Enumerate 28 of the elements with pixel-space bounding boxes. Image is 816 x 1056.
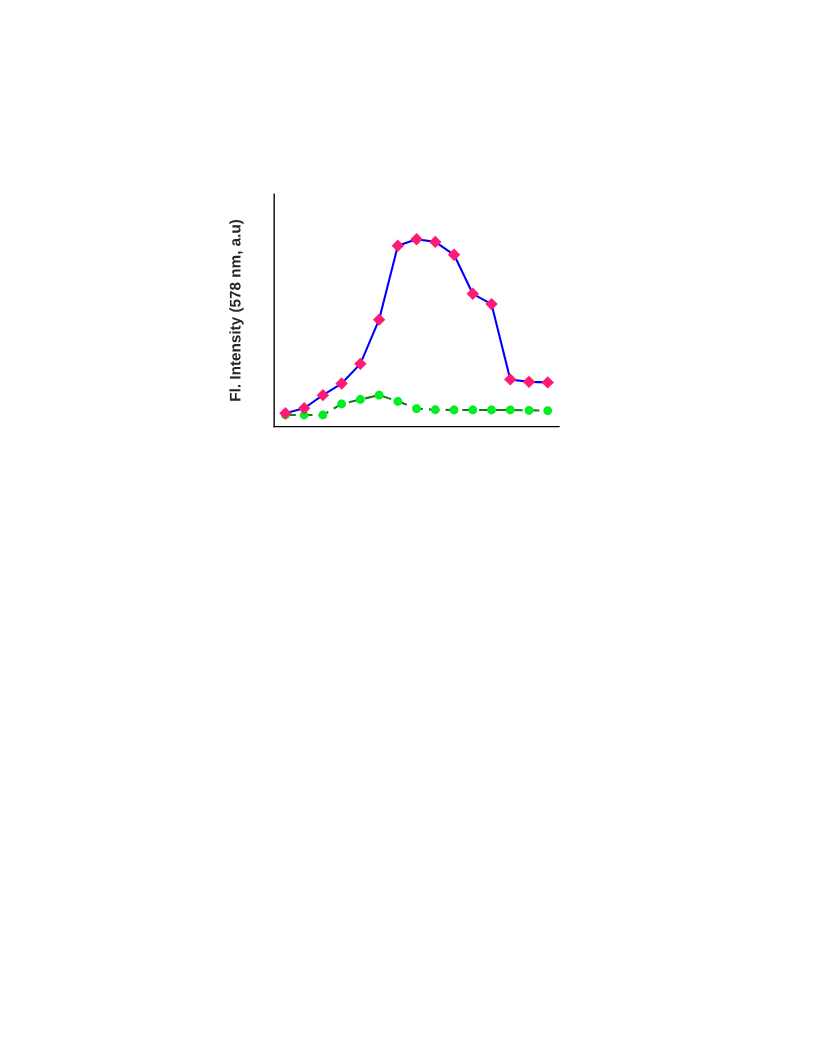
point: [410, 233, 423, 246]
point: [297, 402, 311, 415]
point: [543, 406, 553, 416]
point: [374, 390, 384, 400]
point: [522, 375, 536, 389]
point: [412, 404, 421, 414]
point: [391, 239, 405, 253]
point: [354, 357, 367, 371]
point: [466, 287, 479, 300]
point: [316, 388, 330, 402]
point: [447, 248, 461, 262]
point: [372, 313, 386, 326]
point: [505, 405, 515, 415]
point: [485, 297, 498, 311]
y-axis-title: Fl. Intensity (578 nm, a.u): [229, 219, 244, 401]
point: [355, 395, 365, 404]
point: [541, 376, 554, 389]
point: [393, 396, 403, 406]
point: [429, 235, 442, 249]
point: [318, 410, 328, 420]
point: [449, 405, 459, 415]
point: [430, 405, 440, 415]
point: [468, 405, 478, 415]
point: [487, 405, 496, 415]
point: [337, 399, 347, 409]
point: [335, 377, 348, 390]
point: [504, 373, 517, 386]
point: [524, 405, 534, 415]
